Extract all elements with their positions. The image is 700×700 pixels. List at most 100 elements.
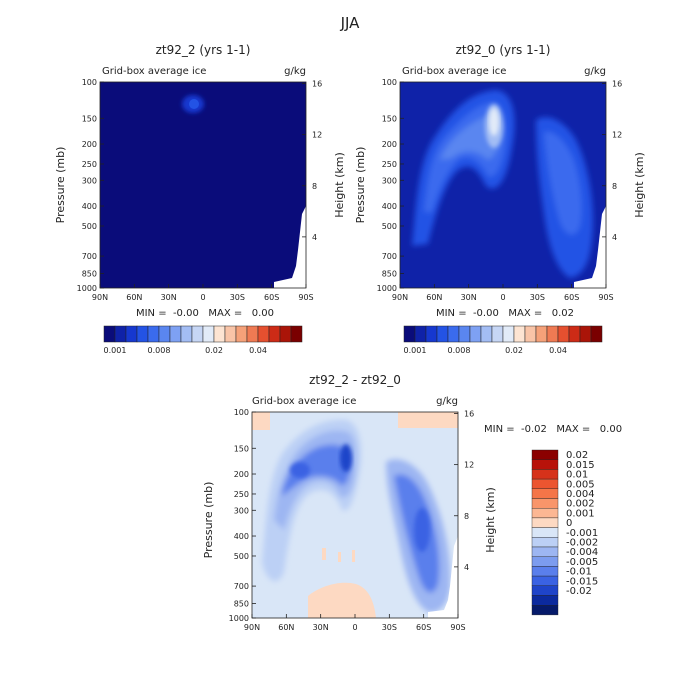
- x-tick-label: 0: [500, 293, 505, 302]
- panel-2-sh-band-inner: [544, 131, 582, 235]
- panel-2-y-ticks: 100 150 200 250 300 400 500 700 850 1000: [377, 78, 404, 293]
- height-tick-label: 16: [312, 80, 322, 89]
- height-tick-label: 12: [612, 131, 622, 140]
- colorbar-swatch: [480, 325, 493, 343]
- colorbar-swatch: [458, 325, 471, 343]
- panel-1-ylabel: Pressure (mb): [54, 147, 67, 224]
- colorbar-swatch: [290, 325, 303, 343]
- legend-swatch: [531, 605, 559, 616]
- colorbar-tick-label: 0.04: [249, 346, 267, 355]
- panel-3-pos-patch-surface: [308, 582, 376, 618]
- legend-level-label: 0.02: [566, 450, 588, 461]
- x-tick-label: 30N: [313, 623, 329, 632]
- panel-2-missing-region: [574, 206, 606, 288]
- x-tick-label: 60S: [564, 293, 579, 302]
- height-tick-label: 12: [464, 461, 474, 470]
- panel-2-ylabel: Pressure (mb): [354, 147, 367, 224]
- colorbar-swatch: [590, 325, 603, 343]
- x-tick-label: 60N: [278, 623, 294, 632]
- panel-1-colorbar-ticks: 0.001 0.008 0.02 0.04: [104, 346, 267, 355]
- colorbar-tick-label: 0.008: [148, 346, 171, 355]
- panel-1-height-ticks: 16 12 8 4: [302, 80, 322, 242]
- colorbar-swatch: [246, 325, 259, 343]
- legend-swatch: [531, 595, 559, 606]
- colorbar-swatch: [180, 325, 193, 343]
- colorbar-swatch: [524, 325, 537, 343]
- legend-level-label: 0.001: [566, 508, 595, 519]
- legend-level-label: 0.004: [566, 489, 595, 500]
- panel-1-stats: MIN = -0.00 MAX = 0.00: [136, 308, 274, 319]
- y-tick-label: 850: [82, 269, 97, 278]
- panel-3-nh-core: [290, 462, 310, 478]
- y-tick-label: 150: [382, 114, 397, 123]
- legend-level-label: 0.01: [566, 470, 588, 481]
- panel-3-pos-patch-nw: [252, 412, 270, 430]
- y-tick-label: 200: [82, 140, 97, 149]
- panel-2-ylabel-right: Height (km): [633, 152, 646, 218]
- legend-level-label: -0.015: [566, 576, 598, 587]
- colorbar-tick-label: 0.02: [205, 346, 223, 355]
- y-tick-label: 250: [234, 490, 249, 499]
- y-tick-label: 250: [382, 160, 397, 169]
- y-tick-label: 850: [382, 269, 397, 278]
- colorbar-swatch: [279, 325, 292, 343]
- y-tick-label: 250: [82, 160, 97, 169]
- figure-title: JJA: [340, 14, 361, 32]
- panel-1-x-ticks: 90N 60N 30N 0 30S 60S 90S: [92, 284, 314, 302]
- legend-level-label: -0.02: [566, 586, 592, 597]
- colorbar-tick-label: 0.008: [448, 346, 471, 355]
- legend-level-label: -0.001: [566, 528, 598, 539]
- panel-3-field: [252, 412, 458, 618]
- panel-1-ice-core: [189, 99, 199, 109]
- y-tick-label: 100: [234, 408, 249, 417]
- panel-1-missing-region: [274, 206, 306, 288]
- x-tick-label: 0: [352, 623, 357, 632]
- panel-2-subtitle-left: Grid-box average ice: [402, 66, 506, 77]
- panel-zt92-2: zt92_2 (yrs 1-1) Grid-box average ice g/…: [54, 43, 346, 355]
- legend-level-label: -0.004: [566, 547, 598, 558]
- height-tick-label: 8: [464, 512, 469, 521]
- legend-swatch: [531, 575, 559, 586]
- height-tick-label: 8: [612, 182, 617, 191]
- x-tick-label: 60S: [416, 623, 431, 632]
- x-tick-label: 0: [200, 293, 205, 302]
- colorbar-swatch: [513, 325, 526, 343]
- legend-level-label: 0.005: [566, 479, 595, 490]
- colorbar-swatch: [257, 325, 270, 343]
- legend-swatch: [531, 527, 559, 538]
- colorbar-swatch: [414, 325, 427, 343]
- y-tick-label: 100: [82, 78, 97, 87]
- colorbar-swatch: [502, 325, 515, 343]
- panel-3-x-ticks: 90N 60N 30N 0 30S 60S 90S: [244, 614, 466, 632]
- colorbar-swatch: [191, 325, 204, 343]
- x-tick-label: 30S: [382, 623, 397, 632]
- y-tick-label: 500: [382, 222, 397, 231]
- y-tick-label: 150: [82, 114, 97, 123]
- legend-swatch: [531, 459, 559, 470]
- colorbar-swatch: [103, 325, 116, 343]
- colorbar-swatch: [403, 325, 416, 343]
- panel-1-y-ticks: 100 150 200 250 300 400 500 700 850 1000: [77, 78, 104, 293]
- height-tick-label: 4: [464, 563, 469, 572]
- colorbar-swatch: [268, 325, 281, 343]
- height-tick-label: 4: [612, 233, 617, 242]
- y-tick-label: 700: [234, 582, 249, 591]
- panel-2-colorbar-ticks: 0.001 0.008 0.02 0.04: [404, 346, 567, 355]
- x-tick-label: 90S: [298, 293, 313, 302]
- y-tick-label: 200: [234, 470, 249, 479]
- panel-3-missing-region: [428, 536, 458, 618]
- x-tick-label: 60N: [126, 293, 142, 302]
- y-tick-label: 500: [234, 552, 249, 561]
- panel-1-subtitle-right: g/kg: [284, 66, 306, 77]
- colorbar-swatch: [447, 325, 460, 343]
- colorbar-swatch: [114, 325, 127, 343]
- panel-3-ylabel-right: Height (km): [484, 487, 497, 553]
- colorbar-swatch: [147, 325, 160, 343]
- panel-1-ylabel-right: Height (km): [333, 152, 346, 218]
- height-tick-label: 16: [464, 410, 474, 419]
- colorbar-swatch: [224, 325, 237, 343]
- legend-swatch: [531, 546, 559, 557]
- panel-2-title: zt92_0 (yrs 1-1): [456, 43, 551, 57]
- panel-3-subtitle-right: g/kg: [436, 396, 458, 407]
- legend-swatch: [531, 469, 559, 480]
